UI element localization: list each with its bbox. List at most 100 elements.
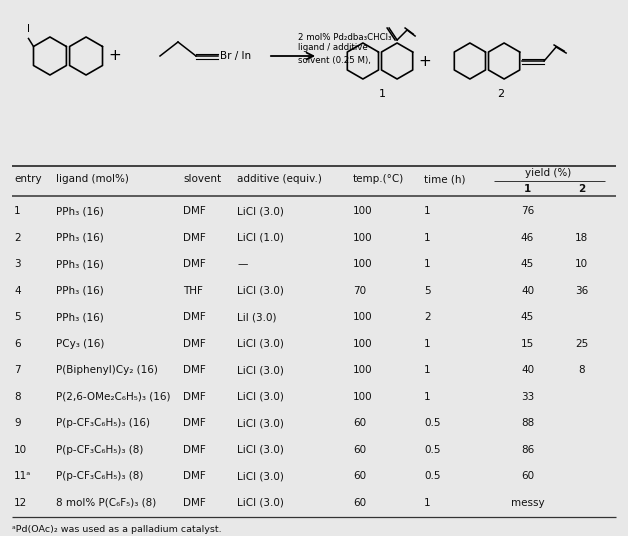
Text: 1: 1 xyxy=(424,498,431,508)
Text: PCy₃ (16): PCy₃ (16) xyxy=(56,339,104,349)
Text: 0.5: 0.5 xyxy=(424,445,440,455)
Text: 100: 100 xyxy=(353,392,372,402)
Text: 1: 1 xyxy=(424,259,431,270)
Text: 45: 45 xyxy=(521,259,534,270)
Text: 100: 100 xyxy=(353,366,372,375)
Text: 10: 10 xyxy=(575,259,588,270)
Text: 60: 60 xyxy=(353,445,366,455)
Text: 40: 40 xyxy=(521,366,534,375)
Text: PPh₃ (16): PPh₃ (16) xyxy=(56,312,104,322)
Text: 60: 60 xyxy=(353,419,366,428)
Text: LiCl (3.0): LiCl (3.0) xyxy=(237,498,284,508)
Text: DMF: DMF xyxy=(183,445,206,455)
Text: DMF: DMF xyxy=(183,206,206,217)
Text: entry: entry xyxy=(14,174,41,184)
Text: 1: 1 xyxy=(424,366,431,375)
Text: DMF: DMF xyxy=(183,419,206,428)
Text: 12: 12 xyxy=(14,498,27,508)
Text: messy: messy xyxy=(511,498,544,508)
Text: +: + xyxy=(109,48,121,63)
Text: 86: 86 xyxy=(521,445,534,455)
Text: PPh₃ (16): PPh₃ (16) xyxy=(56,233,104,243)
Text: 25: 25 xyxy=(575,339,588,349)
Text: DMF: DMF xyxy=(183,312,206,322)
Text: 1: 1 xyxy=(379,89,386,99)
Text: LiCl (3.0): LiCl (3.0) xyxy=(237,366,284,375)
Text: LiCl (1.0): LiCl (1.0) xyxy=(237,233,284,243)
Text: 4: 4 xyxy=(14,286,21,296)
Text: 8: 8 xyxy=(14,392,21,402)
Text: ligand / additive: ligand / additive xyxy=(298,43,368,53)
Text: DMF: DMF xyxy=(183,233,206,243)
Text: Br / In: Br / In xyxy=(220,51,251,61)
Text: LiCl (3.0): LiCl (3.0) xyxy=(237,286,284,296)
Text: 7: 7 xyxy=(14,366,21,375)
Text: time (h): time (h) xyxy=(424,174,465,184)
Text: 0.5: 0.5 xyxy=(424,471,440,481)
Text: 46: 46 xyxy=(521,233,534,243)
Text: 33: 33 xyxy=(521,392,534,402)
Text: +: + xyxy=(419,54,431,69)
Text: 76: 76 xyxy=(521,206,534,217)
Text: DMF: DMF xyxy=(183,471,206,481)
Text: LiCl (3.0): LiCl (3.0) xyxy=(237,339,284,349)
Text: 100: 100 xyxy=(353,233,372,243)
Text: P(p-CF₃C₆H₅)₃ (8): P(p-CF₃C₆H₅)₃ (8) xyxy=(56,445,143,455)
Text: LiCl (3.0): LiCl (3.0) xyxy=(237,206,284,217)
Text: LiCl (3.0): LiCl (3.0) xyxy=(237,419,284,428)
Text: 8 mol% P(C₆F₅)₃ (8): 8 mol% P(C₆F₅)₃ (8) xyxy=(56,498,156,508)
Text: —: — xyxy=(237,259,247,270)
Text: 8: 8 xyxy=(578,366,585,375)
Text: 2 mol% Pd₂dba₃CHCl₃: 2 mol% Pd₂dba₃CHCl₃ xyxy=(298,33,391,42)
Text: THF: THF xyxy=(183,286,203,296)
Text: PPh₃ (16): PPh₃ (16) xyxy=(56,259,104,270)
Text: 36: 36 xyxy=(575,286,588,296)
Text: 45: 45 xyxy=(521,312,534,322)
Text: PPh₃ (16): PPh₃ (16) xyxy=(56,206,104,217)
Text: DMF: DMF xyxy=(183,366,206,375)
Text: LiCl (3.0): LiCl (3.0) xyxy=(237,471,284,481)
Text: P(p-CF₃C₆H₅)₃ (16): P(p-CF₃C₆H₅)₃ (16) xyxy=(56,419,150,428)
Text: 100: 100 xyxy=(353,259,372,270)
Text: 88: 88 xyxy=(521,419,534,428)
Text: 3: 3 xyxy=(14,259,21,270)
Text: LiCl (3.0): LiCl (3.0) xyxy=(237,392,284,402)
Text: temp.(°C): temp.(°C) xyxy=(353,174,404,184)
Text: 100: 100 xyxy=(353,312,372,322)
Text: 1: 1 xyxy=(524,184,531,194)
Text: LiI (3.0): LiI (3.0) xyxy=(237,312,276,322)
Text: I: I xyxy=(27,25,30,34)
Text: solvent (0.25 M),: solvent (0.25 M), xyxy=(298,56,371,65)
Text: 60: 60 xyxy=(521,471,534,481)
Text: 1: 1 xyxy=(14,206,21,217)
Text: additive (equiv.): additive (equiv.) xyxy=(237,174,322,184)
Text: 6: 6 xyxy=(14,339,21,349)
Text: 9: 9 xyxy=(14,419,21,428)
Text: 2: 2 xyxy=(424,312,431,322)
Text: 100: 100 xyxy=(353,339,372,349)
Text: 1: 1 xyxy=(424,339,431,349)
Text: 2: 2 xyxy=(497,89,504,99)
Text: 5: 5 xyxy=(14,312,21,322)
Text: 0.5: 0.5 xyxy=(424,419,440,428)
Text: 2: 2 xyxy=(14,233,21,243)
Text: ᵃPd(OAc)₂ was used as a palladium catalyst.: ᵃPd(OAc)₂ was used as a palladium cataly… xyxy=(12,525,222,534)
Text: DMF: DMF xyxy=(183,498,206,508)
Text: 2: 2 xyxy=(578,184,585,194)
Text: 1: 1 xyxy=(424,233,431,243)
Text: PPh₃ (16): PPh₃ (16) xyxy=(56,286,104,296)
Text: 15: 15 xyxy=(521,339,534,349)
Text: P(Biphenyl)Cy₂ (16): P(Biphenyl)Cy₂ (16) xyxy=(56,366,158,375)
Text: DMF: DMF xyxy=(183,339,206,349)
Text: 60: 60 xyxy=(353,498,366,508)
Text: slovent: slovent xyxy=(183,174,221,184)
Text: 70: 70 xyxy=(353,286,366,296)
Text: 1: 1 xyxy=(424,206,431,217)
Text: 40: 40 xyxy=(521,286,534,296)
Text: 18: 18 xyxy=(575,233,588,243)
Text: 5: 5 xyxy=(424,286,431,296)
Text: DMF: DMF xyxy=(183,259,206,270)
Text: 60: 60 xyxy=(353,471,366,481)
Text: 10: 10 xyxy=(14,445,27,455)
Text: yield (%): yield (%) xyxy=(526,168,571,178)
